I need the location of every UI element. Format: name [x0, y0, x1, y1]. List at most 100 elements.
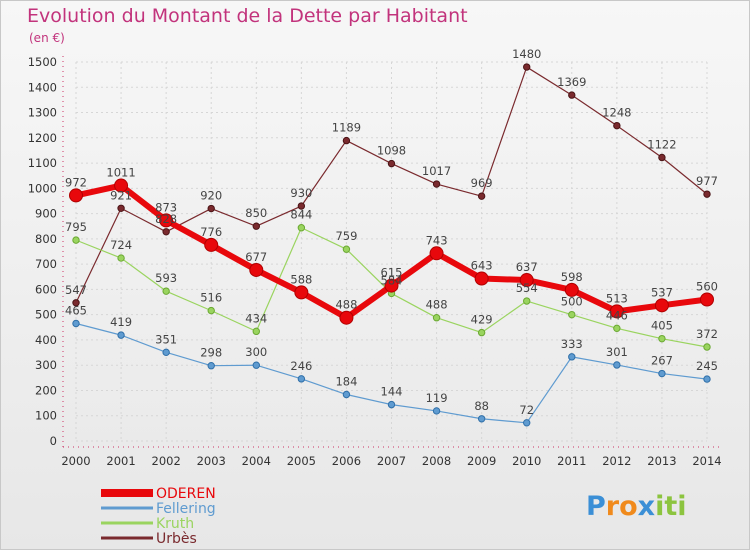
- data-point: [613, 121, 621, 130]
- x-tick-label: 2011: [557, 454, 586, 468]
- data-label: 850: [245, 206, 267, 220]
- x-tick-label: 2000: [61, 454, 90, 468]
- data-label: 500: [561, 295, 583, 309]
- data-point: [252, 222, 260, 230]
- data-point: [117, 204, 125, 212]
- data-label: 743: [426, 233, 448, 247]
- data-point: [114, 178, 129, 193]
- y-tick-label: 1300: [28, 106, 57, 120]
- data-label: 643: [471, 259, 493, 273]
- legend-label: Kruth: [156, 516, 194, 532]
- data-point: [297, 224, 306, 232]
- data-label: 119: [426, 391, 448, 405]
- data-point: [474, 271, 489, 286]
- data-label: 588: [290, 272, 312, 286]
- y-tick-label: 400: [35, 333, 57, 347]
- data-point: [703, 375, 711, 383]
- data-label: 446: [606, 308, 628, 322]
- data-point: [162, 228, 170, 236]
- data-point: [252, 327, 260, 336]
- data-label: 488: [335, 298, 357, 312]
- data-label: 593: [155, 271, 177, 285]
- data-point: [613, 361, 621, 369]
- data-point: [72, 319, 80, 328]
- data-point: [294, 285, 309, 300]
- data-point: [342, 136, 351, 145]
- data-point: [207, 204, 215, 213]
- x-tick-label: 2004: [242, 454, 271, 468]
- data-point: [477, 192, 486, 200]
- data-point: [523, 419, 531, 427]
- series-fellering: [72, 319, 711, 427]
- data-label: 300: [245, 345, 267, 359]
- data-label: 488: [426, 298, 448, 312]
- data-point: [69, 188, 83, 203]
- data-point: [162, 287, 170, 295]
- logo-part-ro: ro: [605, 491, 638, 522]
- data-point: [384, 278, 399, 293]
- data-label: 434: [245, 311, 267, 325]
- data-point: [72, 299, 80, 307]
- data-label: 513: [606, 291, 628, 305]
- data-point: [339, 310, 354, 325]
- y-tick-label: 1100: [28, 156, 57, 170]
- data-label: 930: [290, 186, 312, 200]
- data-point: [568, 310, 576, 319]
- y-tick-label: 600: [35, 282, 57, 296]
- legend-label: Urbès: [156, 531, 197, 547]
- x-tick-label: 2008: [422, 454, 451, 468]
- data-label: 828: [155, 212, 177, 226]
- logo-part-p: P: [586, 491, 606, 522]
- data-point: [568, 353, 576, 361]
- data-label: 920: [200, 189, 222, 203]
- data-label: 547: [65, 283, 87, 297]
- x-tick-label: 2005: [287, 454, 316, 468]
- y-tick-label: 1500: [28, 55, 57, 69]
- data-label: 1011: [106, 166, 135, 180]
- data-label: 419: [110, 315, 132, 329]
- data-label: 1480: [512, 47, 541, 61]
- data-point: [159, 213, 174, 228]
- y-tick-label: 300: [35, 358, 57, 372]
- data-label: 301: [606, 345, 628, 359]
- data-point: [703, 190, 711, 198]
- grid: [75, 61, 708, 442]
- data-point: [429, 246, 444, 261]
- logo-part-x: x: [637, 491, 656, 522]
- data-label: 184: [335, 375, 357, 389]
- data-point: [523, 63, 531, 71]
- data-point: [72, 236, 80, 244]
- data-label: 873: [155, 200, 177, 214]
- data-label: 598: [561, 270, 583, 284]
- x-tick-label: 2007: [377, 454, 406, 468]
- y-tick-label: 1000: [28, 181, 57, 195]
- data-point: [117, 331, 125, 339]
- data-point: [432, 180, 441, 188]
- data-point: [297, 202, 306, 210]
- data-label: 560: [696, 280, 718, 294]
- data-label: 1248: [602, 106, 631, 120]
- data-point: [519, 273, 534, 288]
- y-tick-label: 800: [35, 232, 57, 246]
- data-label: 972: [65, 175, 87, 189]
- data-label: 72: [519, 403, 534, 417]
- data-label: 977: [696, 174, 718, 188]
- legend-label: Fellering: [156, 501, 216, 517]
- data-label: 637: [516, 260, 538, 274]
- data-label: 298: [200, 346, 222, 360]
- x-tick-label: 2009: [467, 454, 496, 468]
- data-label: 333: [561, 337, 583, 351]
- data-label: 246: [290, 359, 312, 373]
- data-label: 405: [651, 319, 673, 333]
- data-point: [564, 282, 579, 297]
- x-tick-label: 2014: [692, 454, 721, 468]
- data-point: [658, 334, 666, 343]
- data-point: [654, 298, 669, 313]
- data-point: [387, 400, 396, 409]
- y-tick-label: 500: [35, 308, 57, 322]
- data-label: 1122: [647, 138, 676, 152]
- data-point: [703, 343, 711, 351]
- data-point: [207, 306, 215, 315]
